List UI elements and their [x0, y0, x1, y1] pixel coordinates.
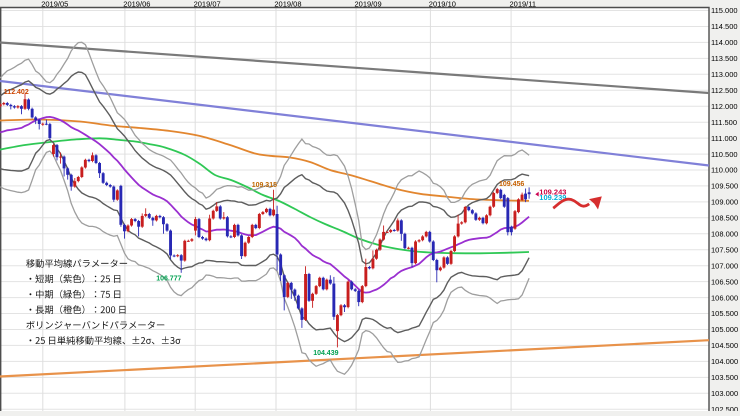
svg-text:2019/08: 2019/08 [274, 0, 301, 8]
svg-text:2019/09: 2019/09 [355, 0, 382, 8]
svg-text:103.000: 103.000 [711, 389, 738, 398]
svg-text:105.000: 105.000 [711, 325, 738, 334]
svg-text:114.000: 114.000 [711, 38, 738, 47]
svg-text:109.243: 109.243 [539, 187, 566, 196]
svg-text:108.000: 108.000 [711, 230, 738, 239]
svg-text:109.315: 109.315 [252, 182, 277, 189]
svg-text:104.500: 104.500 [711, 341, 738, 350]
svg-text:110.000: 110.000 [711, 166, 738, 175]
svg-text:2019/06: 2019/06 [123, 0, 150, 8]
svg-text:104.439: 104.439 [313, 350, 338, 357]
svg-text:110.500: 110.500 [711, 150, 738, 159]
svg-text:109.000: 109.000 [711, 198, 738, 207]
svg-text:114.500: 114.500 [711, 22, 738, 31]
svg-text:2019/07: 2019/07 [194, 0, 221, 8]
svg-text:106.000: 106.000 [711, 293, 738, 302]
svg-text:106.500: 106.500 [711, 277, 738, 286]
svg-text:106.777: 106.777 [156, 275, 181, 282]
svg-text:107.500: 107.500 [711, 245, 738, 254]
svg-text:111.000: 111.000 [711, 134, 737, 143]
svg-text:108.500: 108.500 [711, 214, 738, 223]
svg-text:2019/05: 2019/05 [41, 0, 68, 8]
svg-text:112.402: 112.402 [4, 89, 29, 96]
svg-text:2019/11: 2019/11 [510, 0, 537, 8]
svg-text:105.500: 105.500 [711, 309, 738, 318]
svg-text:109.239: 109.239 [539, 193, 566, 202]
svg-text:115.000: 115.000 [711, 6, 738, 15]
svg-text:103.500: 103.500 [711, 373, 738, 382]
svg-text:112.500: 112.500 [711, 86, 738, 95]
svg-text:107.000: 107.000 [711, 261, 738, 270]
svg-text:102.500: 102.500 [711, 405, 738, 411]
svg-text:111.500: 111.500 [711, 118, 737, 127]
svg-text:113.500: 113.500 [711, 54, 738, 63]
svg-text:113.000: 113.000 [711, 70, 738, 79]
svg-text:2019/10: 2019/10 [429, 0, 456, 8]
svg-text:109.500: 109.500 [711, 182, 738, 191]
svg-text:112.000: 112.000 [711, 102, 738, 111]
svg-text:104.000: 104.000 [711, 357, 738, 366]
svg-text:109.456: 109.456 [499, 181, 524, 188]
